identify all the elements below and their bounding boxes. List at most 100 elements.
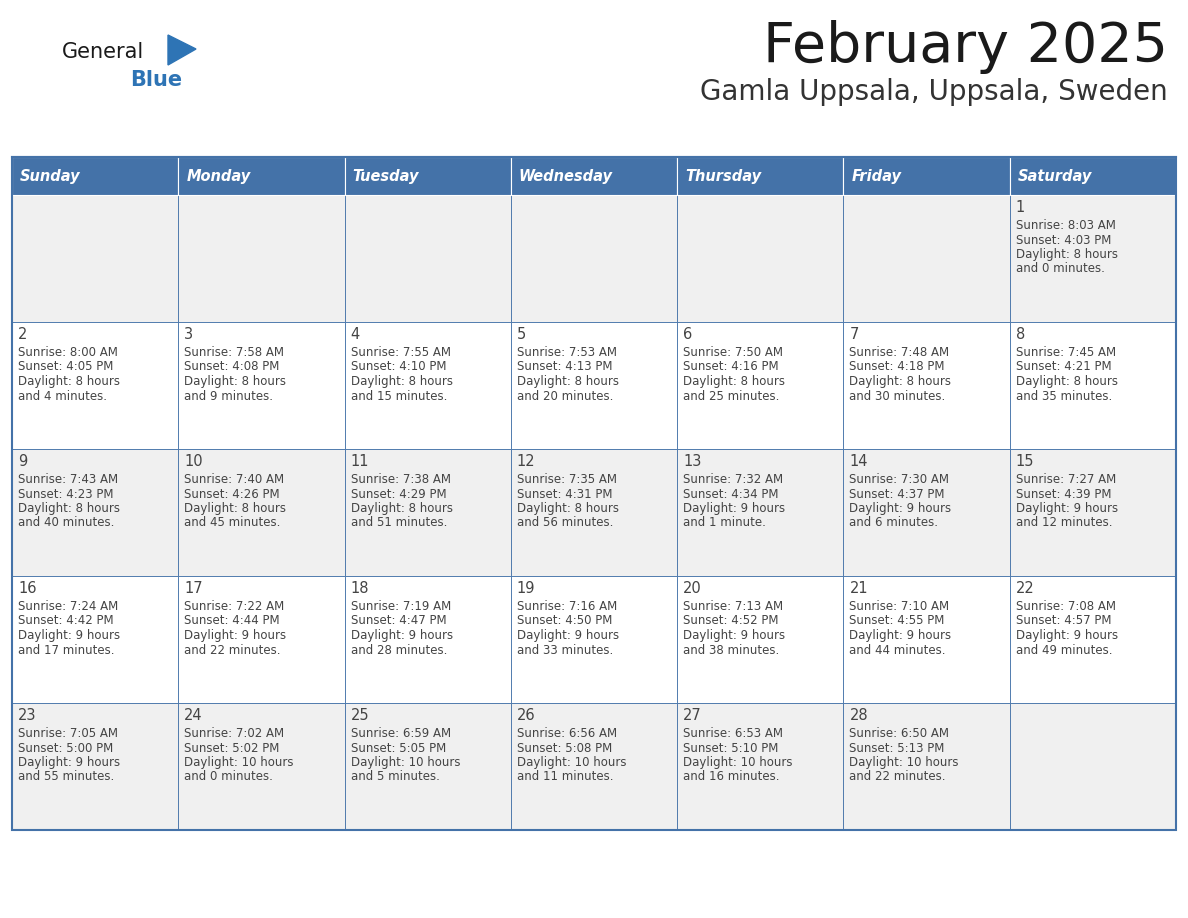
Bar xyxy=(178,195,345,322)
Bar xyxy=(345,322,511,449)
Text: Daylight: 8 hours: Daylight: 8 hours xyxy=(849,375,952,388)
Bar xyxy=(511,703,677,830)
Text: and 6 minutes.: and 6 minutes. xyxy=(849,517,939,530)
Text: Daylight: 10 hours: Daylight: 10 hours xyxy=(683,756,792,769)
Text: Sunrise: 7:13 AM: Sunrise: 7:13 AM xyxy=(683,600,783,613)
Text: Sunset: 4:37 PM: Sunset: 4:37 PM xyxy=(849,487,944,500)
Bar xyxy=(677,322,843,449)
Text: Sunrise: 8:00 AM: Sunrise: 8:00 AM xyxy=(18,346,118,359)
Text: Sunrise: 7:10 AM: Sunrise: 7:10 AM xyxy=(849,600,949,613)
Text: Sunset: 4:03 PM: Sunset: 4:03 PM xyxy=(1016,233,1111,247)
Text: Daylight: 9 hours: Daylight: 9 hours xyxy=(683,629,785,642)
Text: Sunset: 4:31 PM: Sunset: 4:31 PM xyxy=(517,487,612,500)
Text: Daylight: 8 hours: Daylight: 8 hours xyxy=(18,375,120,388)
Text: and 17 minutes.: and 17 minutes. xyxy=(18,644,114,656)
Text: 13: 13 xyxy=(683,454,702,469)
Text: and 0 minutes.: and 0 minutes. xyxy=(1016,263,1105,275)
Text: 28: 28 xyxy=(849,708,868,723)
Text: 9: 9 xyxy=(18,454,27,469)
Text: 16: 16 xyxy=(18,581,37,596)
Text: Sunrise: 7:58 AM: Sunrise: 7:58 AM xyxy=(184,346,284,359)
Text: Sunrise: 7:53 AM: Sunrise: 7:53 AM xyxy=(517,346,617,359)
Text: 19: 19 xyxy=(517,581,536,596)
Text: Sunrise: 7:05 AM: Sunrise: 7:05 AM xyxy=(18,727,118,740)
Text: Daylight: 8 hours: Daylight: 8 hours xyxy=(1016,248,1118,261)
Text: 8: 8 xyxy=(1016,327,1025,342)
Text: and 0 minutes.: and 0 minutes. xyxy=(184,770,273,783)
Text: 24: 24 xyxy=(184,708,203,723)
Text: Sunset: 5:00 PM: Sunset: 5:00 PM xyxy=(18,742,113,755)
Text: Sunset: 4:16 PM: Sunset: 4:16 PM xyxy=(683,361,779,374)
Text: Blue: Blue xyxy=(129,70,182,90)
Text: and 56 minutes.: and 56 minutes. xyxy=(517,517,613,530)
Text: Sunset: 4:23 PM: Sunset: 4:23 PM xyxy=(18,487,114,500)
Text: and 33 minutes.: and 33 minutes. xyxy=(517,644,613,656)
Text: Monday: Monday xyxy=(187,169,251,184)
Text: Daylight: 9 hours: Daylight: 9 hours xyxy=(184,629,286,642)
Text: Sunrise: 7:38 AM: Sunrise: 7:38 AM xyxy=(350,473,450,486)
Bar xyxy=(677,157,843,195)
Text: 20: 20 xyxy=(683,581,702,596)
Text: Daylight: 8 hours: Daylight: 8 hours xyxy=(517,375,619,388)
Text: 17: 17 xyxy=(184,581,203,596)
Text: Sunset: 4:08 PM: Sunset: 4:08 PM xyxy=(184,361,279,374)
Bar xyxy=(843,195,1010,322)
Bar xyxy=(12,157,178,195)
Text: 2: 2 xyxy=(18,327,27,342)
Text: Sunset: 4:10 PM: Sunset: 4:10 PM xyxy=(350,361,446,374)
Text: Gamla Uppsala, Uppsala, Sweden: Gamla Uppsala, Uppsala, Sweden xyxy=(700,78,1168,106)
Bar xyxy=(511,195,677,322)
Bar xyxy=(1010,322,1176,449)
Bar xyxy=(345,449,511,576)
Text: Sunset: 4:55 PM: Sunset: 4:55 PM xyxy=(849,614,944,628)
Text: Sunset: 5:08 PM: Sunset: 5:08 PM xyxy=(517,742,612,755)
Text: 15: 15 xyxy=(1016,454,1035,469)
Text: and 22 minutes.: and 22 minutes. xyxy=(184,644,280,656)
Text: Sunset: 4:44 PM: Sunset: 4:44 PM xyxy=(184,614,280,628)
Text: Sunday: Sunday xyxy=(20,169,81,184)
Text: Sunset: 4:57 PM: Sunset: 4:57 PM xyxy=(1016,614,1111,628)
Bar xyxy=(843,703,1010,830)
Text: Sunrise: 7:43 AM: Sunrise: 7:43 AM xyxy=(18,473,118,486)
Text: Daylight: 10 hours: Daylight: 10 hours xyxy=(184,756,293,769)
Text: Sunset: 4:47 PM: Sunset: 4:47 PM xyxy=(350,614,447,628)
Text: Daylight: 9 hours: Daylight: 9 hours xyxy=(683,502,785,515)
Text: Daylight: 9 hours: Daylight: 9 hours xyxy=(18,629,120,642)
Text: Daylight: 8 hours: Daylight: 8 hours xyxy=(517,502,619,515)
Text: and 30 minutes.: and 30 minutes. xyxy=(849,389,946,402)
Text: Sunset: 4:39 PM: Sunset: 4:39 PM xyxy=(1016,487,1111,500)
Text: and 25 minutes.: and 25 minutes. xyxy=(683,389,779,402)
Bar xyxy=(12,195,178,322)
Text: Thursday: Thursday xyxy=(685,169,762,184)
Text: 23: 23 xyxy=(18,708,37,723)
Bar xyxy=(511,157,677,195)
Text: 10: 10 xyxy=(184,454,203,469)
Bar xyxy=(677,195,843,322)
Text: Daylight: 8 hours: Daylight: 8 hours xyxy=(184,375,286,388)
Text: and 15 minutes.: and 15 minutes. xyxy=(350,389,447,402)
Text: Sunset: 5:13 PM: Sunset: 5:13 PM xyxy=(849,742,944,755)
Text: Sunrise: 7:30 AM: Sunrise: 7:30 AM xyxy=(849,473,949,486)
Text: Sunrise: 7:32 AM: Sunrise: 7:32 AM xyxy=(683,473,783,486)
Bar xyxy=(12,576,178,703)
Bar xyxy=(178,576,345,703)
Text: Sunrise: 8:03 AM: Sunrise: 8:03 AM xyxy=(1016,219,1116,232)
Text: Daylight: 9 hours: Daylight: 9 hours xyxy=(1016,629,1118,642)
Text: and 1 minute.: and 1 minute. xyxy=(683,517,766,530)
Text: Sunset: 4:21 PM: Sunset: 4:21 PM xyxy=(1016,361,1111,374)
Text: Daylight: 9 hours: Daylight: 9 hours xyxy=(1016,502,1118,515)
Text: Daylight: 8 hours: Daylight: 8 hours xyxy=(683,375,785,388)
Text: and 22 minutes.: and 22 minutes. xyxy=(849,770,946,783)
Text: Sunrise: 7:40 AM: Sunrise: 7:40 AM xyxy=(184,473,284,486)
Text: Sunrise: 7:02 AM: Sunrise: 7:02 AM xyxy=(184,727,284,740)
Text: Daylight: 8 hours: Daylight: 8 hours xyxy=(18,502,120,515)
Text: Daylight: 9 hours: Daylight: 9 hours xyxy=(849,502,952,515)
Bar xyxy=(12,157,1176,830)
Text: 25: 25 xyxy=(350,708,369,723)
Text: 14: 14 xyxy=(849,454,868,469)
Text: 11: 11 xyxy=(350,454,369,469)
Text: 12: 12 xyxy=(517,454,536,469)
Text: Sunrise: 6:53 AM: Sunrise: 6:53 AM xyxy=(683,727,783,740)
Text: Sunrise: 6:59 AM: Sunrise: 6:59 AM xyxy=(350,727,450,740)
Bar xyxy=(511,449,677,576)
